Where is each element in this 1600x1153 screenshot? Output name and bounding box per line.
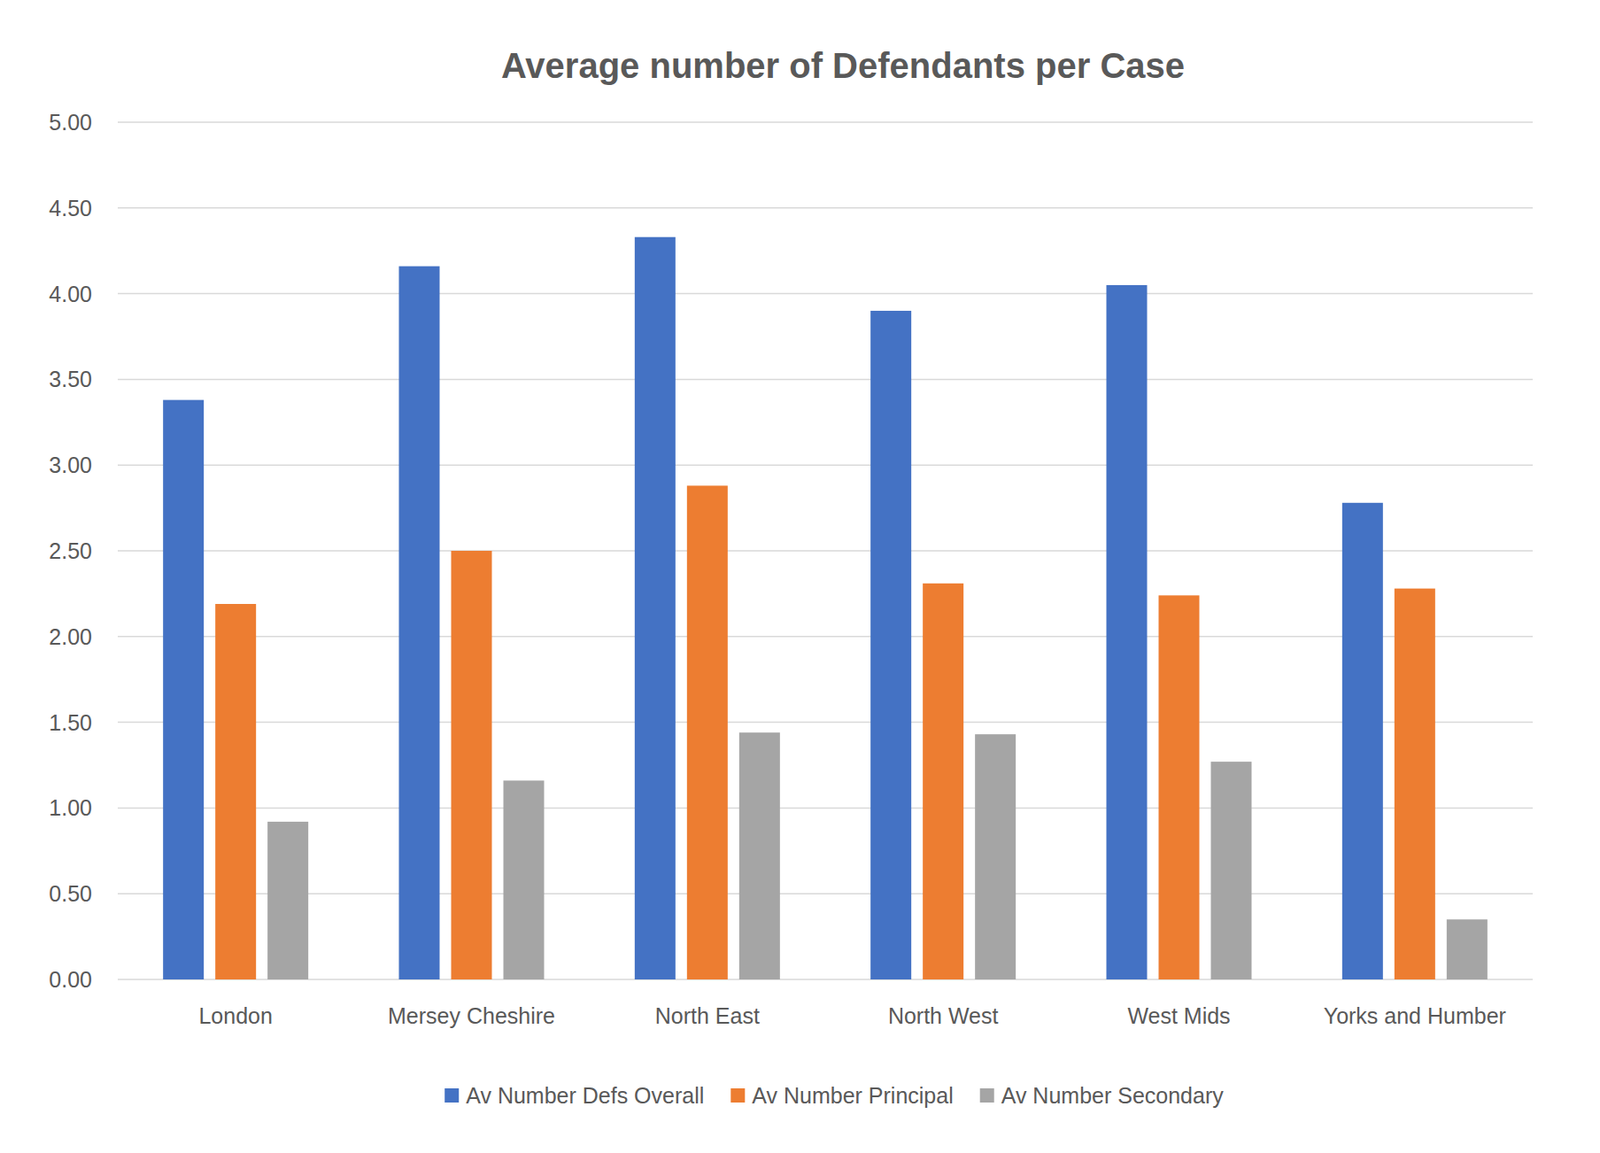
- bar: [870, 310, 912, 980]
- y-tick-label: 3.50: [48, 366, 93, 392]
- bars: [162, 237, 1488, 980]
- x-tick-label: West Mids: [1127, 1003, 1230, 1029]
- y-tick-label: 4.50: [48, 195, 93, 221]
- bar: [451, 550, 493, 980]
- bar: [739, 732, 781, 980]
- grid-line: [117, 635, 1533, 638]
- bar: [503, 780, 545, 980]
- y-tick-label: 5.00: [48, 109, 93, 135]
- legend-label: Av Number Principal: [751, 1082, 953, 1108]
- x-tick-label: North West: [888, 1003, 999, 1029]
- y-tick-label: 0.00: [48, 966, 93, 992]
- bar: [267, 821, 309, 980]
- legend-label: Av Number Secondary: [1001, 1082, 1225, 1108]
- bar: [1394, 588, 1436, 980]
- bar: [1159, 595, 1200, 980]
- x-tick-label: Mersey Cheshire: [387, 1003, 556, 1029]
- bar: [1211, 761, 1253, 980]
- bar: [399, 266, 441, 980]
- legend-swatch: [444, 1088, 459, 1103]
- x-tick-label: Yorks and Humber: [1323, 1003, 1507, 1029]
- bar: [974, 734, 1016, 980]
- grid-line: [117, 463, 1533, 466]
- grid-line: [117, 978, 1533, 981]
- x-tick-label: London: [198, 1003, 272, 1029]
- chart: Average number of Defendants per Case 0.0…: [0, 0, 1600, 1153]
- background: [0, 0, 1600, 1153]
- y-tick-label: 3.00: [48, 452, 93, 478]
- title: Average number of Defendants per Case: [501, 46, 1185, 86]
- bar: [922, 583, 964, 980]
- y-tick-label: 1.00: [48, 795, 93, 820]
- bar: [162, 400, 204, 980]
- grid-line: [117, 892, 1533, 895]
- bar: [215, 603, 256, 980]
- grid-line: [117, 378, 1533, 381]
- grid-line: [117, 207, 1533, 209]
- grid-line: [117, 549, 1533, 552]
- grid-line: [117, 121, 1533, 124]
- bar: [1106, 285, 1148, 980]
- y-tick-label: 2.50: [48, 538, 93, 564]
- bar: [1446, 919, 1488, 980]
- y-tick-label: 4.00: [48, 281, 93, 307]
- grid-line: [117, 721, 1533, 724]
- legend-label: Av Number Defs Overall: [465, 1082, 704, 1108]
- grid-line: [117, 807, 1533, 810]
- bar: [687, 485, 728, 980]
- y-tick-label: 0.50: [48, 881, 93, 906]
- legend: Av Number Defs Overall Av Number Principa…: [444, 1082, 1224, 1108]
- legend-swatch: [980, 1088, 995, 1103]
- x-tick-label: North East: [655, 1003, 760, 1029]
- bar: [1342, 502, 1384, 980]
- y-tick-label: 1.50: [48, 710, 93, 735]
- bar: [634, 237, 676, 980]
- y-tick-label: 2.00: [48, 624, 93, 650]
- grid-line: [117, 293, 1533, 295]
- legend-swatch: [730, 1088, 745, 1103]
